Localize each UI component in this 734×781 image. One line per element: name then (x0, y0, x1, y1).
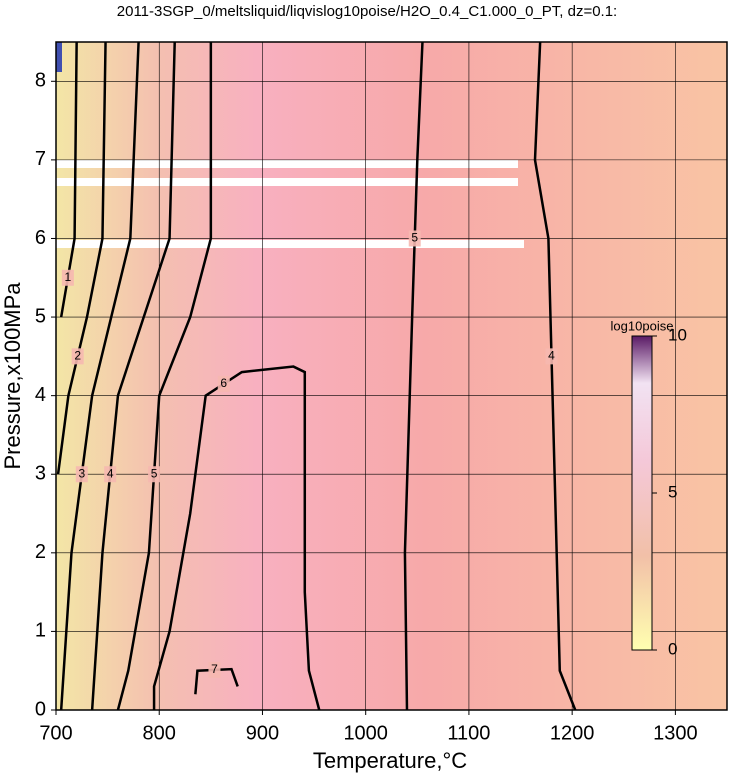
blank-stripe (56, 160, 518, 168)
contour-line (90, 41, 176, 711)
contour-label-bg (408, 230, 421, 247)
x-axis-label: Temperature,°C (313, 748, 467, 773)
y-tick-label: 8 (35, 70, 46, 92)
y-tick-label: 6 (35, 227, 46, 249)
contour-line (59, 41, 140, 711)
plot-background (56, 42, 727, 710)
y-tick-label: 7 (35, 148, 46, 170)
y-tick-label: 3 (35, 463, 46, 485)
low-region (56, 42, 62, 72)
contour-line (59, 41, 78, 318)
contour-label-bg (104, 466, 117, 483)
x-tick-label: 800 (143, 722, 176, 744)
y-axis-label: Pressure,x100MPa (0, 282, 25, 470)
contours: 1 2 3 4 5 6 7 5 4 (56, 41, 577, 711)
contour-label: 2 (74, 349, 81, 363)
y-tick-label: 2 (35, 541, 46, 563)
y-tick-label: 1 (35, 620, 46, 642)
colorbar-label: log10poise (611, 318, 674, 333)
x-tick-label: 700 (39, 722, 72, 744)
y-tick-label: 0 (35, 698, 46, 720)
contour-line (152, 365, 321, 711)
contour-label-bg (75, 466, 88, 483)
y-tick-label: 4 (35, 384, 46, 406)
x-tick-label: 1000 (343, 722, 388, 744)
contour-label: 4 (107, 466, 114, 480)
contour-line (56, 41, 107, 475)
contour-label-bg (148, 466, 161, 483)
colorbar-tick-label: 0 (668, 639, 677, 658)
contour-label: 1 (65, 270, 72, 284)
contour-label-bg (217, 375, 230, 392)
blank-stripe (56, 240, 524, 248)
colorbar-tick-label: 5 (668, 482, 677, 501)
chart-title: 2011-3SGP_0/meltsliquid/liqvislog10poise… (117, 3, 617, 20)
contour-label: 6 (220, 376, 227, 390)
contour-line (403, 41, 424, 711)
x-tick-label: 900 (246, 722, 279, 744)
contour-label-bg (208, 661, 221, 678)
contour-label: 3 (78, 466, 85, 480)
colorbar-tick-label: 10 (668, 325, 687, 344)
contour-label: 7 (211, 662, 218, 676)
blank-stripe (56, 178, 518, 186)
colorbar-ticks: 0 5 10 (652, 325, 687, 658)
contour-label-bg (61, 269, 74, 286)
contour-label: 5 (151, 466, 158, 480)
contour-label-bg (545, 348, 558, 365)
x-tick-label: 1300 (653, 722, 698, 744)
plot-frame (55, 41, 728, 711)
grid (55, 42, 727, 711)
contour-label: 4 (548, 349, 555, 363)
contour-label: 5 (411, 231, 418, 245)
colorbar (631, 335, 653, 651)
contour-line (116, 42, 213, 711)
y-tick-label: 5 (35, 305, 46, 327)
x-tick-label: 1200 (550, 722, 595, 744)
contour-label-bg (71, 348, 84, 365)
x-tick-label: 1100 (447, 722, 490, 744)
